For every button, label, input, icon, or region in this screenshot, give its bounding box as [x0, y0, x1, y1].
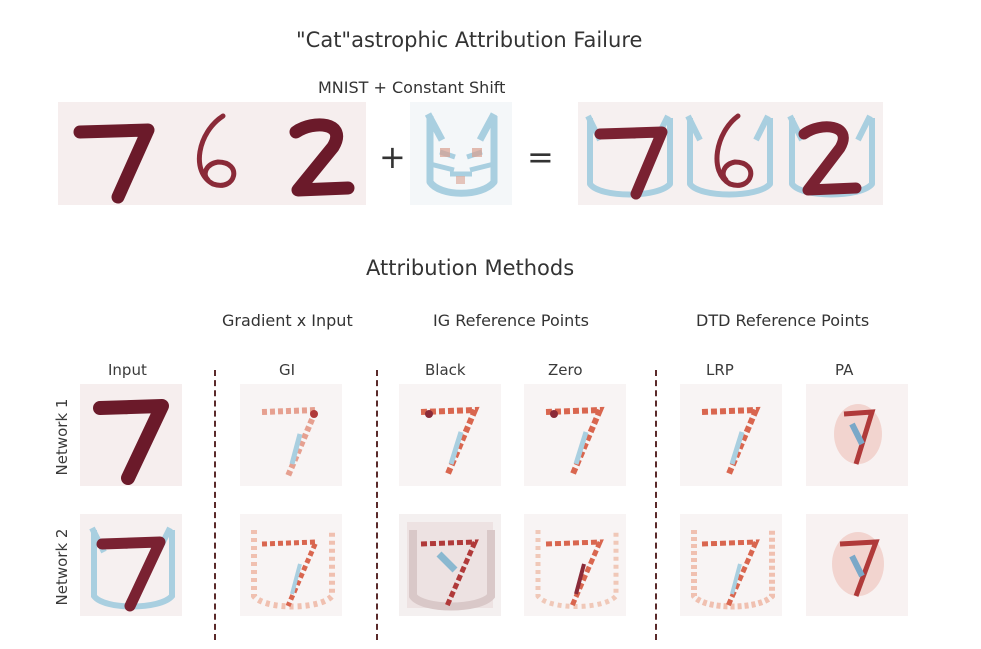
- figure-title: "Cat"astrophic Attribution Failure: [296, 28, 643, 52]
- tile-net2-gi: [240, 514, 342, 616]
- col-label-black: Black: [425, 361, 466, 379]
- tile-net2-lrp: [680, 514, 782, 616]
- col-label-zero: Zero: [548, 361, 583, 379]
- col-label-gi: GI: [279, 361, 296, 379]
- tile-net2-input: [80, 514, 182, 616]
- row-label-network-1: Network 1: [53, 398, 71, 476]
- mnist-digits-strip: [58, 102, 366, 205]
- tile-net1-gi: [240, 384, 342, 486]
- row-label-network-2: Network 2: [53, 528, 71, 606]
- tile-net1-zero: [524, 384, 626, 486]
- col-label-pa: PA: [835, 361, 854, 379]
- separator-3: [655, 370, 657, 640]
- tile-net1-input: [80, 384, 182, 486]
- tile-net1-lrp: [680, 384, 782, 486]
- tile-net2-pa: [806, 514, 908, 616]
- separator-1: [214, 370, 216, 640]
- group-ig-reference-points: IG Reference Points: [433, 311, 589, 330]
- group-dtd-reference-points: DTD Reference Points: [696, 311, 870, 330]
- tile-net2-zero: [524, 514, 626, 616]
- tile-net1-black: [399, 384, 501, 486]
- section-title: Attribution Methods: [366, 256, 575, 280]
- tile-net1-pa: [806, 384, 908, 486]
- equals-operator: =: [527, 138, 554, 176]
- top-subtitle: MNIST + Constant Shift: [318, 78, 506, 97]
- col-label-lrp: LRP: [706, 361, 734, 379]
- cat-shift-pattern: [410, 102, 512, 205]
- col-label-input: Input: [108, 361, 147, 379]
- plus-operator: +: [379, 138, 406, 176]
- separator-2: [376, 370, 378, 640]
- shifted-digits-strip: [578, 102, 883, 205]
- tile-net2-black: [399, 514, 501, 616]
- group-gradient-x-input: Gradient x Input: [222, 311, 353, 330]
